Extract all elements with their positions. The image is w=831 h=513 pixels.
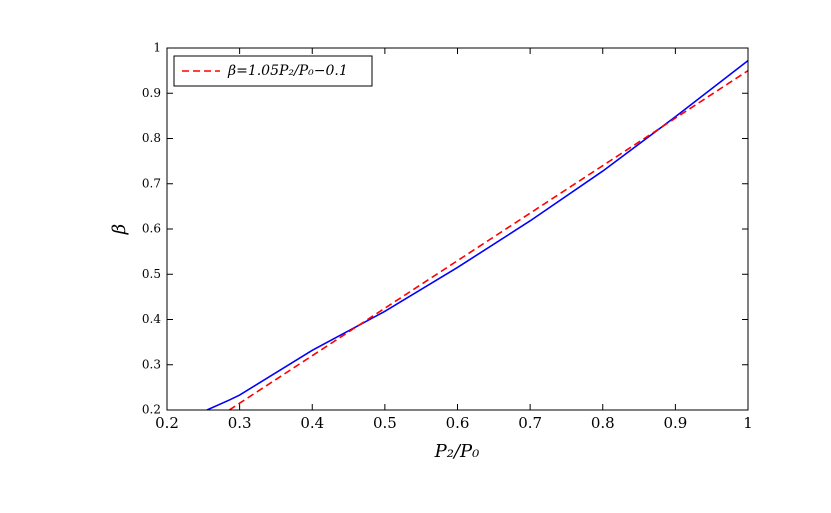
y-tick-label: 0.6 [142,222,161,236]
x-tick-label: 0.9 [663,414,687,432]
y-tick-label: 0.4 [142,312,161,326]
legend-label: β=1.05P₂/P₀−0.1 [227,63,348,79]
y-tick-label: 0.9 [142,86,161,100]
x-tick-label: 0.8 [591,414,615,432]
plot-frame [166,47,749,411]
x-tick-label: 0.4 [300,414,324,432]
data-line [206,60,748,410]
y-tick-label: 0.3 [142,357,161,371]
y-tick-label: 0.2 [142,403,161,417]
y-axis-label: β [109,224,130,235]
x-tick-label: 0.7 [518,414,542,432]
x-tick-label: 0.2 [155,414,179,432]
y-tick-label: 0.5 [142,267,161,281]
x-tick-label: 0.3 [228,414,252,432]
x-tick-label: 1 [743,414,753,432]
x-tick-label: 0.6 [446,414,470,432]
y-tick-label: 0.8 [142,131,161,145]
y-tick-label: 1 [153,41,161,55]
y-tick-label: 0.7 [142,176,161,190]
x-axis-label: P₂/P₀ [434,441,480,462]
x-tick-label: 0.5 [373,414,397,432]
